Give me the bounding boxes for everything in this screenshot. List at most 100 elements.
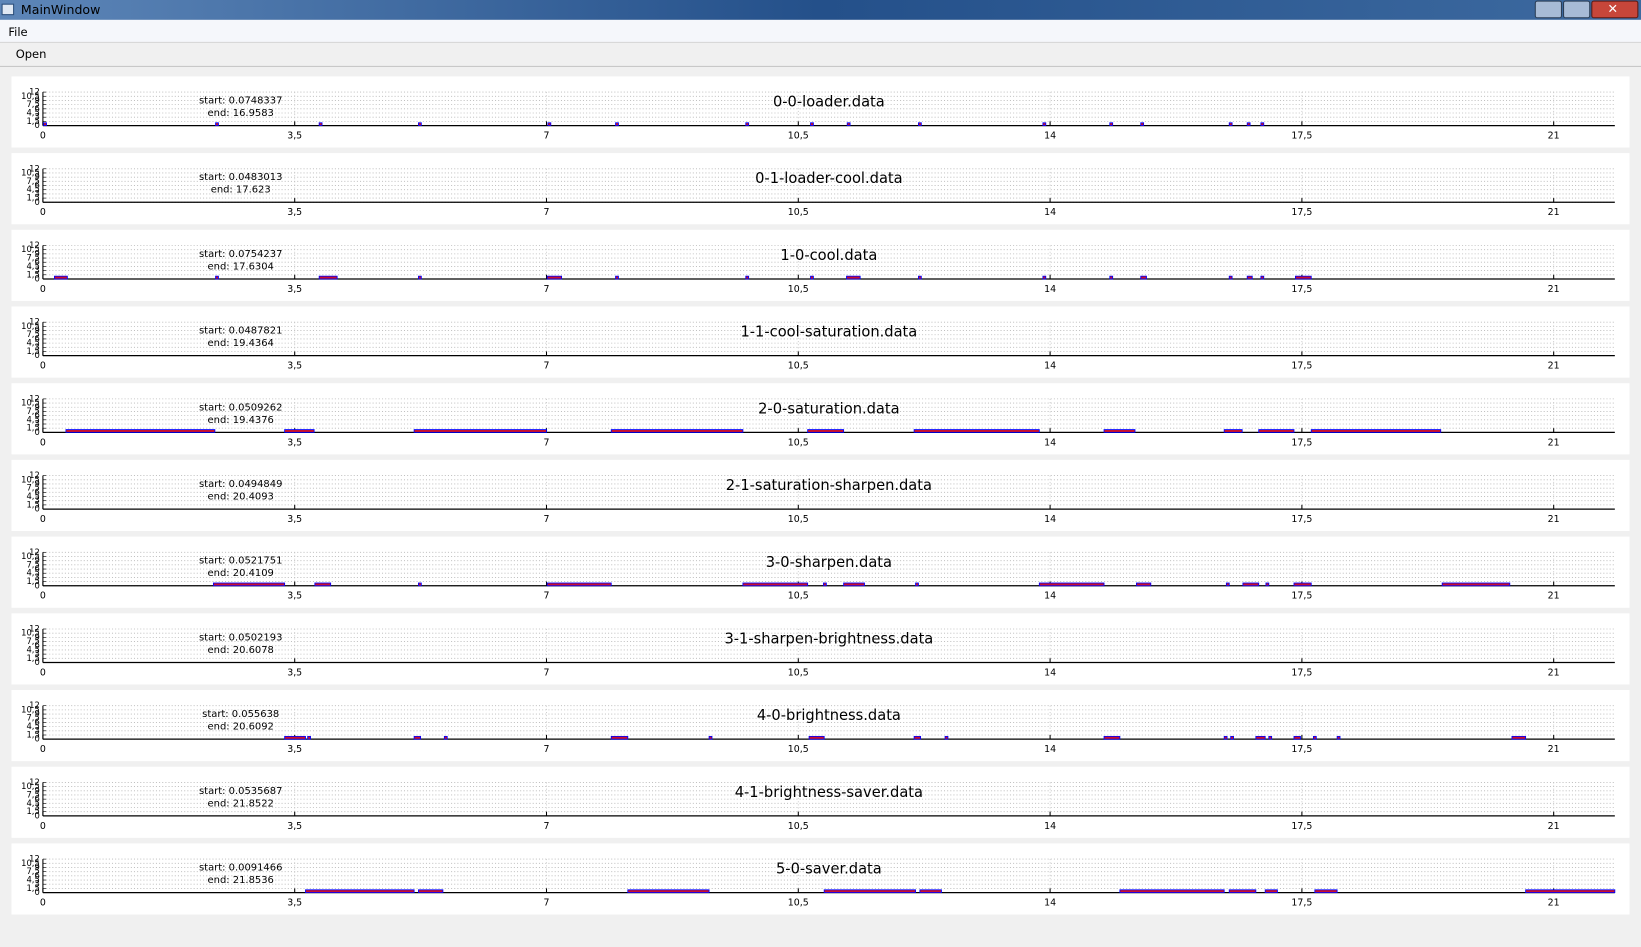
segment xyxy=(915,582,919,587)
annotation: end: 20.6092 xyxy=(208,722,274,733)
y-tick-label: 3 xyxy=(34,802,39,812)
segment xyxy=(1103,429,1136,433)
x-tick-label: 10,5 xyxy=(788,591,809,602)
y-tick-label: 7,5 xyxy=(26,713,39,723)
segment xyxy=(1260,275,1265,280)
y-tick-label: 7,5 xyxy=(26,866,39,876)
maximize-button[interactable] xyxy=(1563,0,1591,19)
chart-title: 3-0-sharpen.data xyxy=(766,554,892,571)
y-tick-label: 3 xyxy=(34,649,39,659)
y-tick-label: 6 xyxy=(34,180,39,190)
y-tick-label: 9 xyxy=(34,785,39,795)
segment xyxy=(1119,889,1225,894)
y-tick-label: 9 xyxy=(34,172,39,182)
app-icon xyxy=(1,3,15,16)
y-tick-label: 12 xyxy=(29,240,40,250)
y-tick-label: 3 xyxy=(34,342,39,352)
segment xyxy=(43,122,47,126)
x-tick-label: 21 xyxy=(1548,437,1560,448)
y-tick-label: 3 xyxy=(34,495,39,505)
menu-file[interactable]: File xyxy=(8,25,27,39)
y-tick-label: 4,5 xyxy=(26,644,39,654)
x-tick-label: 17,5 xyxy=(1291,821,1312,832)
minimize-button[interactable] xyxy=(1534,0,1562,19)
x-tick-label: 7 xyxy=(544,131,550,142)
x-tick-label: 21 xyxy=(1548,131,1560,142)
y-tick-label: 4,5 xyxy=(26,491,39,501)
x-tick-label: 14 xyxy=(1044,667,1056,678)
y-tick-label: 12 xyxy=(29,470,40,480)
segment xyxy=(919,889,942,894)
segment xyxy=(843,582,865,587)
x-tick-label: 10,5 xyxy=(788,744,809,755)
segment xyxy=(1310,429,1442,433)
y-tick-label: 1,5 xyxy=(26,346,39,356)
y-tick-label: 12 xyxy=(29,623,40,633)
x-tick-label: 21 xyxy=(1548,591,1560,602)
x-tick-label: 14 xyxy=(1044,591,1056,602)
annotation: end: 21.8536 xyxy=(208,875,274,886)
annotation: start: 0.055638 xyxy=(202,709,279,720)
segment xyxy=(1294,275,1312,280)
y-tick-label: 1,5 xyxy=(26,576,39,586)
segment xyxy=(1109,275,1114,280)
annotation: start: 0.0502193 xyxy=(199,632,282,643)
segment xyxy=(215,275,219,280)
x-tick-label: 17,5 xyxy=(1291,898,1312,909)
x-tick-label: 0 xyxy=(40,361,46,372)
x-tick-label: 0 xyxy=(40,591,46,602)
segment xyxy=(1246,275,1253,280)
plot-panel xyxy=(11,536,1630,608)
y-tick-label: 7,5 xyxy=(26,483,39,493)
chart-title: 0-1-loader-cool.data xyxy=(755,170,903,187)
segment xyxy=(918,275,922,280)
y-tick-label: 12 xyxy=(29,163,40,173)
x-tick-label: 10,5 xyxy=(788,437,809,448)
x-tick-label: 0 xyxy=(40,821,46,832)
y-tick-label: 10,5 xyxy=(21,474,40,484)
segment xyxy=(215,122,219,126)
x-tick-label: 17,5 xyxy=(1291,437,1312,448)
x-tick-label: 10,5 xyxy=(788,821,809,832)
segment xyxy=(615,122,619,126)
segment xyxy=(318,275,338,280)
segment xyxy=(413,429,547,433)
y-tick-label: 1,5 xyxy=(26,729,39,739)
segment xyxy=(745,275,750,280)
y-tick-label: 12 xyxy=(29,777,40,787)
segment xyxy=(918,122,922,126)
toolbar-open[interactable]: Open xyxy=(16,47,47,61)
x-tick-label: 21 xyxy=(1548,744,1560,755)
y-tick-label: 9 xyxy=(34,402,39,412)
window-title: MainWindow xyxy=(21,2,100,17)
y-tick-label: 1,5 xyxy=(26,116,39,126)
x-tick-label: 3,5 xyxy=(287,667,302,678)
annotation: end: 17.623 xyxy=(211,185,271,196)
y-tick-label: 12 xyxy=(29,87,40,97)
x-tick-label: 14 xyxy=(1044,744,1056,755)
segment xyxy=(846,275,861,280)
segment xyxy=(284,429,315,433)
x-tick-label: 7 xyxy=(544,514,550,525)
y-tick-label: 9 xyxy=(34,325,39,335)
x-tick-label: 0 xyxy=(40,898,46,909)
y-tick-label: 0 xyxy=(34,427,39,437)
y-tick-label: 7,5 xyxy=(26,176,39,186)
y-tick-label: 7,5 xyxy=(26,559,39,569)
segment xyxy=(1136,582,1152,587)
y-tick-label: 6 xyxy=(34,794,39,804)
y-tick-label: 1,5 xyxy=(26,423,39,433)
segment xyxy=(418,582,422,587)
x-tick-label: 14 xyxy=(1044,284,1056,295)
segment xyxy=(823,582,827,587)
close-button[interactable] xyxy=(1591,0,1639,19)
y-tick-label: 4,5 xyxy=(26,414,39,424)
y-tick-label: 7,5 xyxy=(26,636,39,646)
segment xyxy=(823,889,916,894)
x-tick-label: 3,5 xyxy=(287,821,302,832)
y-tick-label: 6 xyxy=(34,410,39,420)
segment xyxy=(610,429,744,433)
x-tick-label: 7 xyxy=(544,744,550,755)
y-tick-label: 1,5 xyxy=(26,499,39,509)
